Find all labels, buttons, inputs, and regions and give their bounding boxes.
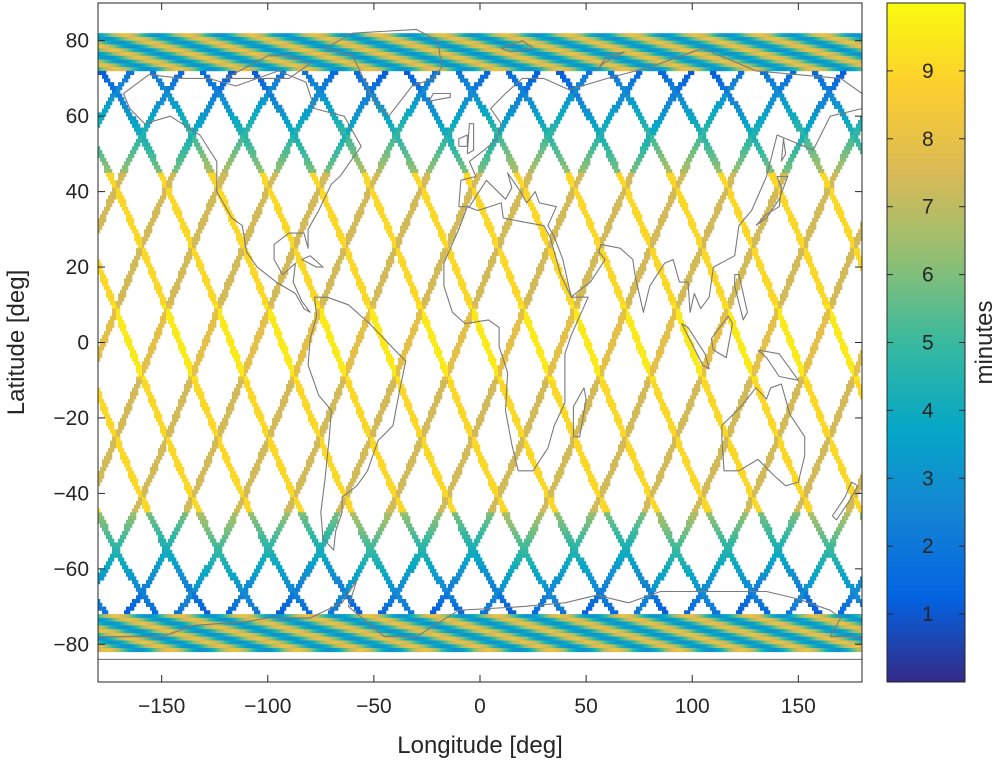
y-tick-label: −40: [53, 482, 89, 505]
x-axis: −150 −100 −50 0 50 100 150: [138, 3, 816, 718]
y-tick-label: 80: [66, 30, 89, 53]
y-tick-label: 0: [77, 332, 89, 355]
x-tick-label: −100: [244, 695, 291, 718]
y-tick-label: 20: [66, 256, 89, 279]
colorbar-label: minutes: [971, 300, 998, 384]
x-tick-label: 0: [474, 695, 486, 718]
x-axis-label: Longitude [deg]: [397, 732, 562, 759]
x-tick-label: 50: [574, 695, 597, 718]
colorbar-ticks: 1 2 3 4 5 6 7 8 9: [887, 60, 965, 626]
colorbar-tick-label: 7: [922, 196, 934, 219]
y-tick-label: 60: [66, 105, 89, 128]
colorbar-tick-label: 6: [922, 264, 934, 287]
y-tick-label: −80: [53, 633, 89, 656]
y-tick-label: 40: [66, 181, 89, 204]
colorbar: [886, 2, 966, 683]
colorbar-tick-label: 5: [922, 332, 934, 355]
plot-area: [98, 33, 863, 653]
colorbar-tick-label: 9: [922, 60, 934, 83]
x-tick-label: −150: [138, 695, 185, 718]
colorbar-tick-label: 1: [922, 603, 934, 626]
x-tick-label: −50: [356, 695, 392, 718]
colorbar-tick-label: 4: [922, 399, 934, 422]
colorbar-tick-label: 2: [922, 535, 934, 558]
y-axis-label: Latitude [deg]: [3, 270, 30, 415]
x-tick-label: 150: [781, 695, 816, 718]
y-axis: −80 −60 −40 −20 0 20 40 60 80: [53, 30, 862, 656]
coastlines: [98, 28, 863, 660]
colorbar-tick-label: 8: [922, 128, 934, 151]
colorbar-tick-label: 3: [922, 467, 934, 490]
x-tick-label: 100: [675, 695, 710, 718]
y-tick-label: −60: [53, 558, 89, 581]
y-tick-label: −20: [53, 407, 89, 430]
